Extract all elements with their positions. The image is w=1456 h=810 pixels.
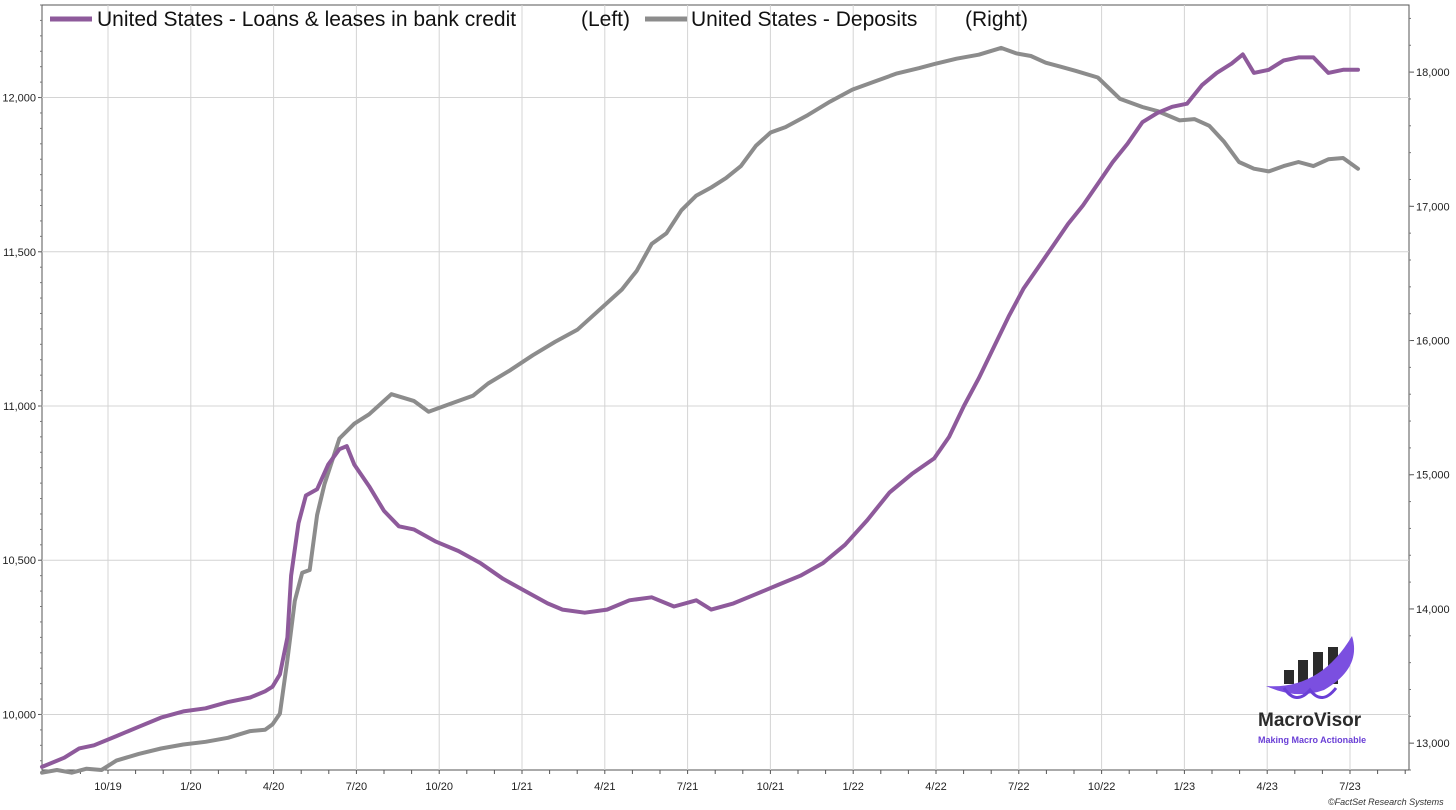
logo-swoosh-icon [1266, 636, 1355, 695]
x-tick-label: 10/22 [1088, 781, 1116, 793]
right-tick-label: 13,000 [1416, 738, 1450, 750]
right-tick-label: 15,000 [1416, 470, 1450, 482]
x-tick-label: 1/23 [1174, 781, 1195, 793]
x-tick-label: 4/22 [925, 781, 946, 793]
legend-axis-loans: (Left) [581, 8, 630, 31]
legend-label-loans: United States - Loans & leases in bank c… [97, 8, 516, 31]
x-tick-label: 4/23 [1256, 781, 1277, 793]
x-tick-label: 4/20 [263, 781, 284, 793]
x-tick-label: 7/22 [1008, 781, 1029, 793]
horizontal-gridlines [42, 97, 1409, 715]
left-tick-label: 11,500 [3, 247, 36, 259]
x-tick-label: 1/22 [842, 781, 863, 793]
left-tick-label: 10,000 [2, 709, 36, 721]
x-tick-label: 7/23 [1339, 781, 1360, 793]
right-tick-label: 18,000 [1416, 67, 1450, 79]
left-tick-label: 10,500 [2, 555, 36, 567]
right-tick-label: 17,000 [1416, 201, 1450, 213]
source-credit: ©FactSet Research Systems [1328, 797, 1444, 807]
right-tick-label: 16,000 [1416, 336, 1450, 348]
left-axis: 10,000 10,500 11,000 11,500 12,000 [2, 4, 42, 762]
vertical-gridlines [107, 5, 1351, 770]
left-tick-label: 12,000 [2, 93, 36, 105]
right-tick-label: 14,000 [1416, 604, 1450, 616]
macrovisor-logo: MacroVisor Making Macro Actionable [1258, 636, 1366, 745]
legend-axis-deposits: (Right) [965, 8, 1028, 31]
legend-label-deposits: United States - Deposits [691, 8, 917, 31]
series-line-deposits [40, 45, 1360, 775]
series-layer [40, 45, 1360, 775]
series-line-loans [40, 52, 1360, 769]
x-axis: 10/19 1/20 4/20 7/20 10/20 1/21 4/21 7/21 10/21 1… [79, 770, 1406, 793]
legend: United States - Loans & leases in bank c… [50, 8, 1028, 31]
x-tick-label: 10/20 [425, 781, 453, 793]
logo-tagline: Making Macro Actionable [1258, 735, 1366, 745]
x-tick-label: 1/20 [180, 781, 201, 793]
left-tick-label: 11,000 [3, 401, 36, 413]
x-tick-label: 10/19 [94, 781, 122, 793]
plot-background [41, 4, 1410, 771]
right-axis: 13,000 14,000 15,000 16,000 17,000 18,000 [1409, 17, 1450, 771]
logo-swirl-icon [1282, 687, 1338, 699]
logo-name: MacroVisor [1258, 710, 1362, 731]
x-tick-label: 7/20 [346, 781, 367, 793]
x-tick-label: 4/21 [594, 781, 615, 793]
x-tick-label: 7/21 [677, 781, 698, 793]
x-tick-label: 10/21 [757, 781, 785, 793]
x-tick-label: 1/21 [511, 781, 532, 793]
